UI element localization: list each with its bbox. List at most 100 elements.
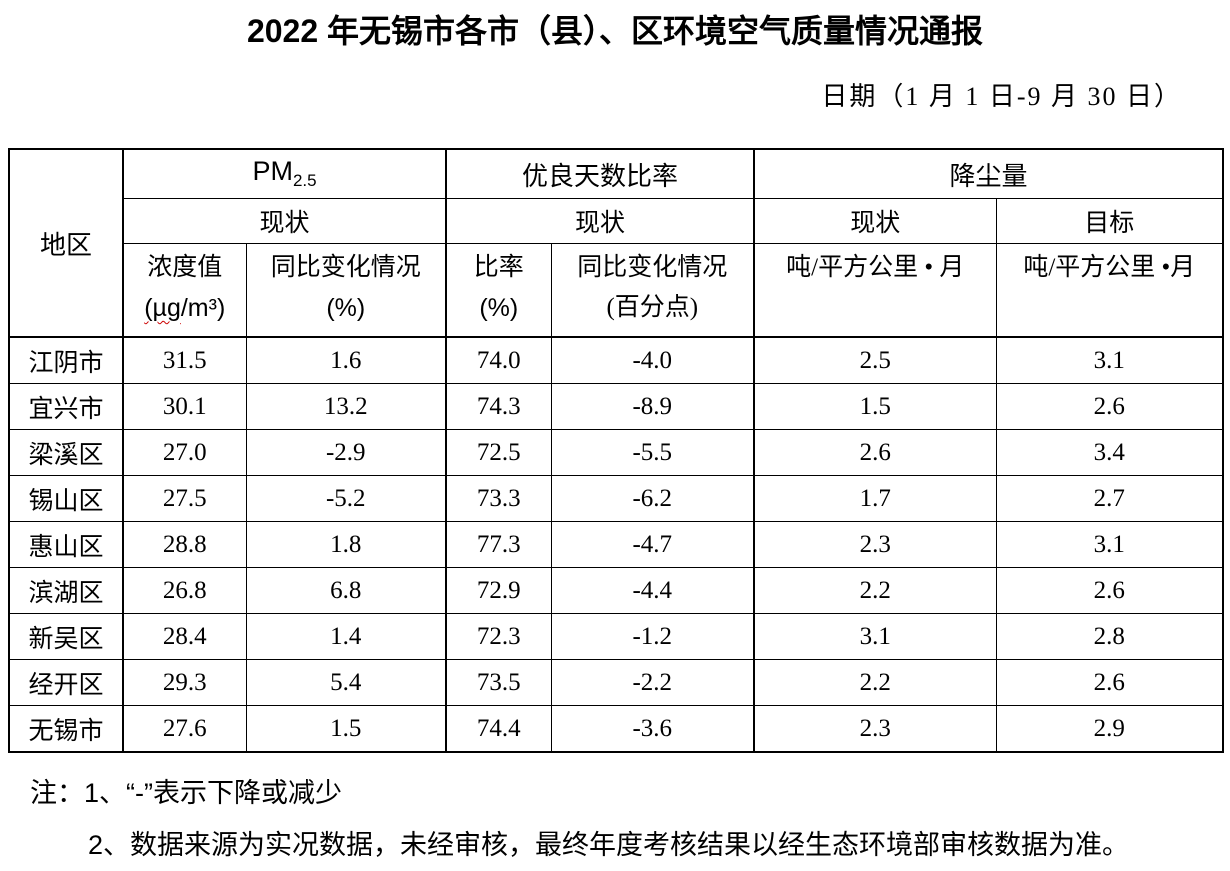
table-row: 无锡市 27.6 1.5 74.4 -3.6 2.3 2.9: [8, 705, 1224, 753]
pm25-yoy-cell: 6.8: [245, 567, 447, 614]
region-cell: 经开区: [8, 659, 124, 706]
region-corner-label: 地区: [39, 230, 92, 260]
region-cell: 滨湖区: [8, 567, 124, 614]
date-line: 日期（1 月 1 日-9 月 30 日）: [821, 82, 1182, 111]
pm25-yoy-unit: (%): [326, 294, 366, 322]
air-quality-table: 地区 PM2.5 优良天数比率 降尘量 现状 现状 现状 目标 浓度值 (µg/…: [8, 148, 1225, 753]
ratio-value-cell: 74.4: [445, 705, 552, 753]
notes-line-2: 2、数据来源为实况数据，未经审核，最终年度考核结果以经生态环境部审核数据为准。: [88, 830, 1130, 860]
ratio-yoy-cell: -5.5: [550, 429, 755, 476]
pm25-value-cell: 29.3: [122, 659, 247, 706]
ratio-value-cell: 73.5: [445, 659, 552, 706]
good-days-group-header: 优良天数比率: [445, 148, 755, 199]
table-row: 梁溪区 27.0 -2.9 72.5 -5.5 2.6 3.4: [8, 429, 1224, 476]
pm25-yoy-cell: 5.4: [245, 659, 447, 706]
pm25-value-cell: 30.1: [122, 383, 247, 430]
ratio-header: 比率 (%): [445, 243, 552, 338]
ratio-value-cell: 74.0: [445, 336, 552, 384]
pm25-value-cell: 27.0: [122, 429, 247, 476]
table-row: 宜兴市 30.1 13.2 74.3 -8.9 1.5 2.6: [8, 383, 1224, 430]
ratio-yoy-cell: -4.7: [550, 521, 755, 568]
table-row: 经开区 29.3 5.4 73.5 -2.2 2.2 2.6: [8, 659, 1224, 706]
ratio-yoy-cell: -4.4: [550, 567, 755, 614]
dust-status-cell: 1.7: [753, 475, 997, 522]
pm25-yoy-cell: 1.5: [245, 705, 447, 753]
dust-target-cell: 2.9: [995, 705, 1224, 753]
ratio-value-cell: 74.3: [445, 383, 552, 430]
ratio-label: 比率: [473, 254, 524, 281]
dust-target-cell: 3.4: [995, 429, 1224, 476]
ratio-yoy-cell: -1.2: [550, 613, 755, 660]
header-row-status: 现状 现状 现状 目标: [9, 198, 1224, 244]
concentration-header: 浓度值 (µg/m³): [122, 243, 247, 338]
ratio-value-cell: 72.9: [445, 567, 552, 614]
pm25-yoy-cell: -5.2: [245, 475, 447, 522]
header-row-units: 浓度值 (µg/m³) 同比变化情况 (%) 比率 (%) 同比变化情况 (百分…: [9, 243, 1224, 338]
dust-target-cell: 2.8: [995, 613, 1224, 660]
dust-status-cell: 2.2: [753, 659, 997, 706]
region-cell: 无锡市: [8, 705, 124, 753]
ratio-yoy-header: 同比变化情况 (百分点): [550, 243, 755, 338]
concentration-label: 浓度值: [147, 254, 223, 281]
good-days-status-header: 现状: [445, 198, 755, 244]
dust-status-cell: 3.1: [753, 613, 997, 660]
pm25-yoy-label: 同比变化情况: [270, 254, 421, 281]
header-row-groups: 地区 PM2.5 优良天数比率 降尘量: [8, 148, 1224, 338]
pm25-yoy-cell: 1.6: [245, 336, 447, 384]
pm25-yoy-cell: 13.2: [245, 383, 447, 430]
region-cell: 梁溪区: [8, 429, 124, 476]
dust-target-cell: 2.6: [995, 659, 1224, 706]
pm25-value-cell: 31.5: [122, 336, 247, 384]
ratio-yoy-unit: (百分点): [606, 294, 699, 321]
pm25-yoy-cell: -2.9: [245, 429, 447, 476]
pm25-group-header: PM2.5: [121, 148, 447, 199]
pm25-value-cell: 26.8: [122, 567, 247, 614]
ratio-yoy-label: 同比变化情况: [577, 254, 728, 281]
dust-group-header: 降尘量: [753, 148, 1224, 199]
dust-target-cell: 3.1: [995, 521, 1224, 568]
ratio-unit: (%): [479, 294, 519, 322]
table-row: 江阴市 31.5 1.6 74.0 -4.0 2.5 3.1: [8, 336, 1224, 384]
dust-target-cell: 2.7: [995, 475, 1224, 522]
dust-target-cell: 2.6: [995, 383, 1224, 430]
ratio-value-cell: 73.3: [445, 475, 552, 522]
dust-target-cell: 3.1: [995, 336, 1224, 384]
ratio-yoy-cell: -4.0: [550, 336, 755, 384]
ratio-yoy-cell: -8.9: [550, 383, 755, 430]
dust-target-header: 目标: [995, 198, 1224, 244]
region-cell: 惠山区: [8, 521, 124, 568]
region-cell: 江阴市: [8, 336, 124, 384]
ratio-value-cell: 72.5: [445, 429, 552, 476]
pm25-value-cell: 27.6: [122, 705, 247, 753]
pm25-yoy-cell: 1.4: [245, 613, 447, 660]
dust-target-cell: 2.6: [995, 567, 1224, 614]
region-cell: 新吴区: [8, 613, 124, 660]
notes-line-1: 注：1、“-”表示下降或减少: [30, 778, 342, 808]
dust-status-cell: 2.2: [753, 567, 997, 614]
pm25-yoy-header: 同比变化情况 (%): [245, 243, 447, 338]
dust-status-cell: 1.5: [753, 383, 997, 430]
dust-status-cell: 2.3: [753, 521, 997, 568]
pm25-subscript: 2.5: [292, 171, 317, 191]
pm25-value-cell: 28.4: [122, 613, 247, 660]
table-row: 新吴区 28.4 1.4 72.3 -1.2 3.1 2.8: [8, 613, 1224, 660]
ratio-yoy-cell: -3.6: [550, 705, 755, 753]
region-corner-header: 地区: [8, 148, 124, 338]
dust-status-unit-header: 吨/平方公里 • 月: [753, 243, 997, 338]
pm25-yoy-cell: 1.8: [245, 521, 447, 568]
table-row: 滨湖区 26.8 6.8 72.9 -4.4 2.2 2.6: [8, 567, 1224, 614]
ratio-yoy-cell: -2.2: [550, 659, 755, 706]
page-title: 2022 年无锡市各市（县）、区环境空气质量情况通报: [246, 13, 984, 49]
region-cell: 锡山区: [8, 475, 124, 522]
dust-status-cell: 2.3: [753, 705, 997, 753]
region-cell: 宜兴市: [8, 383, 124, 430]
table-row: 锡山区 27.5 -5.2 73.3 -6.2 1.7 2.7: [8, 475, 1224, 522]
pm25-value-cell: 28.8: [122, 521, 247, 568]
dust-target-unit-header: 吨/平方公里 •月: [995, 243, 1224, 338]
pm25-value-cell: 27.5: [122, 475, 247, 522]
concentration-unit: (µg/m³): [144, 294, 226, 322]
ratio-yoy-cell: -6.2: [550, 475, 755, 522]
table-row: 惠山区 28.8 1.8 77.3 -4.7 2.3 3.1: [8, 521, 1224, 568]
pm25-status-header: 现状: [121, 198, 447, 244]
